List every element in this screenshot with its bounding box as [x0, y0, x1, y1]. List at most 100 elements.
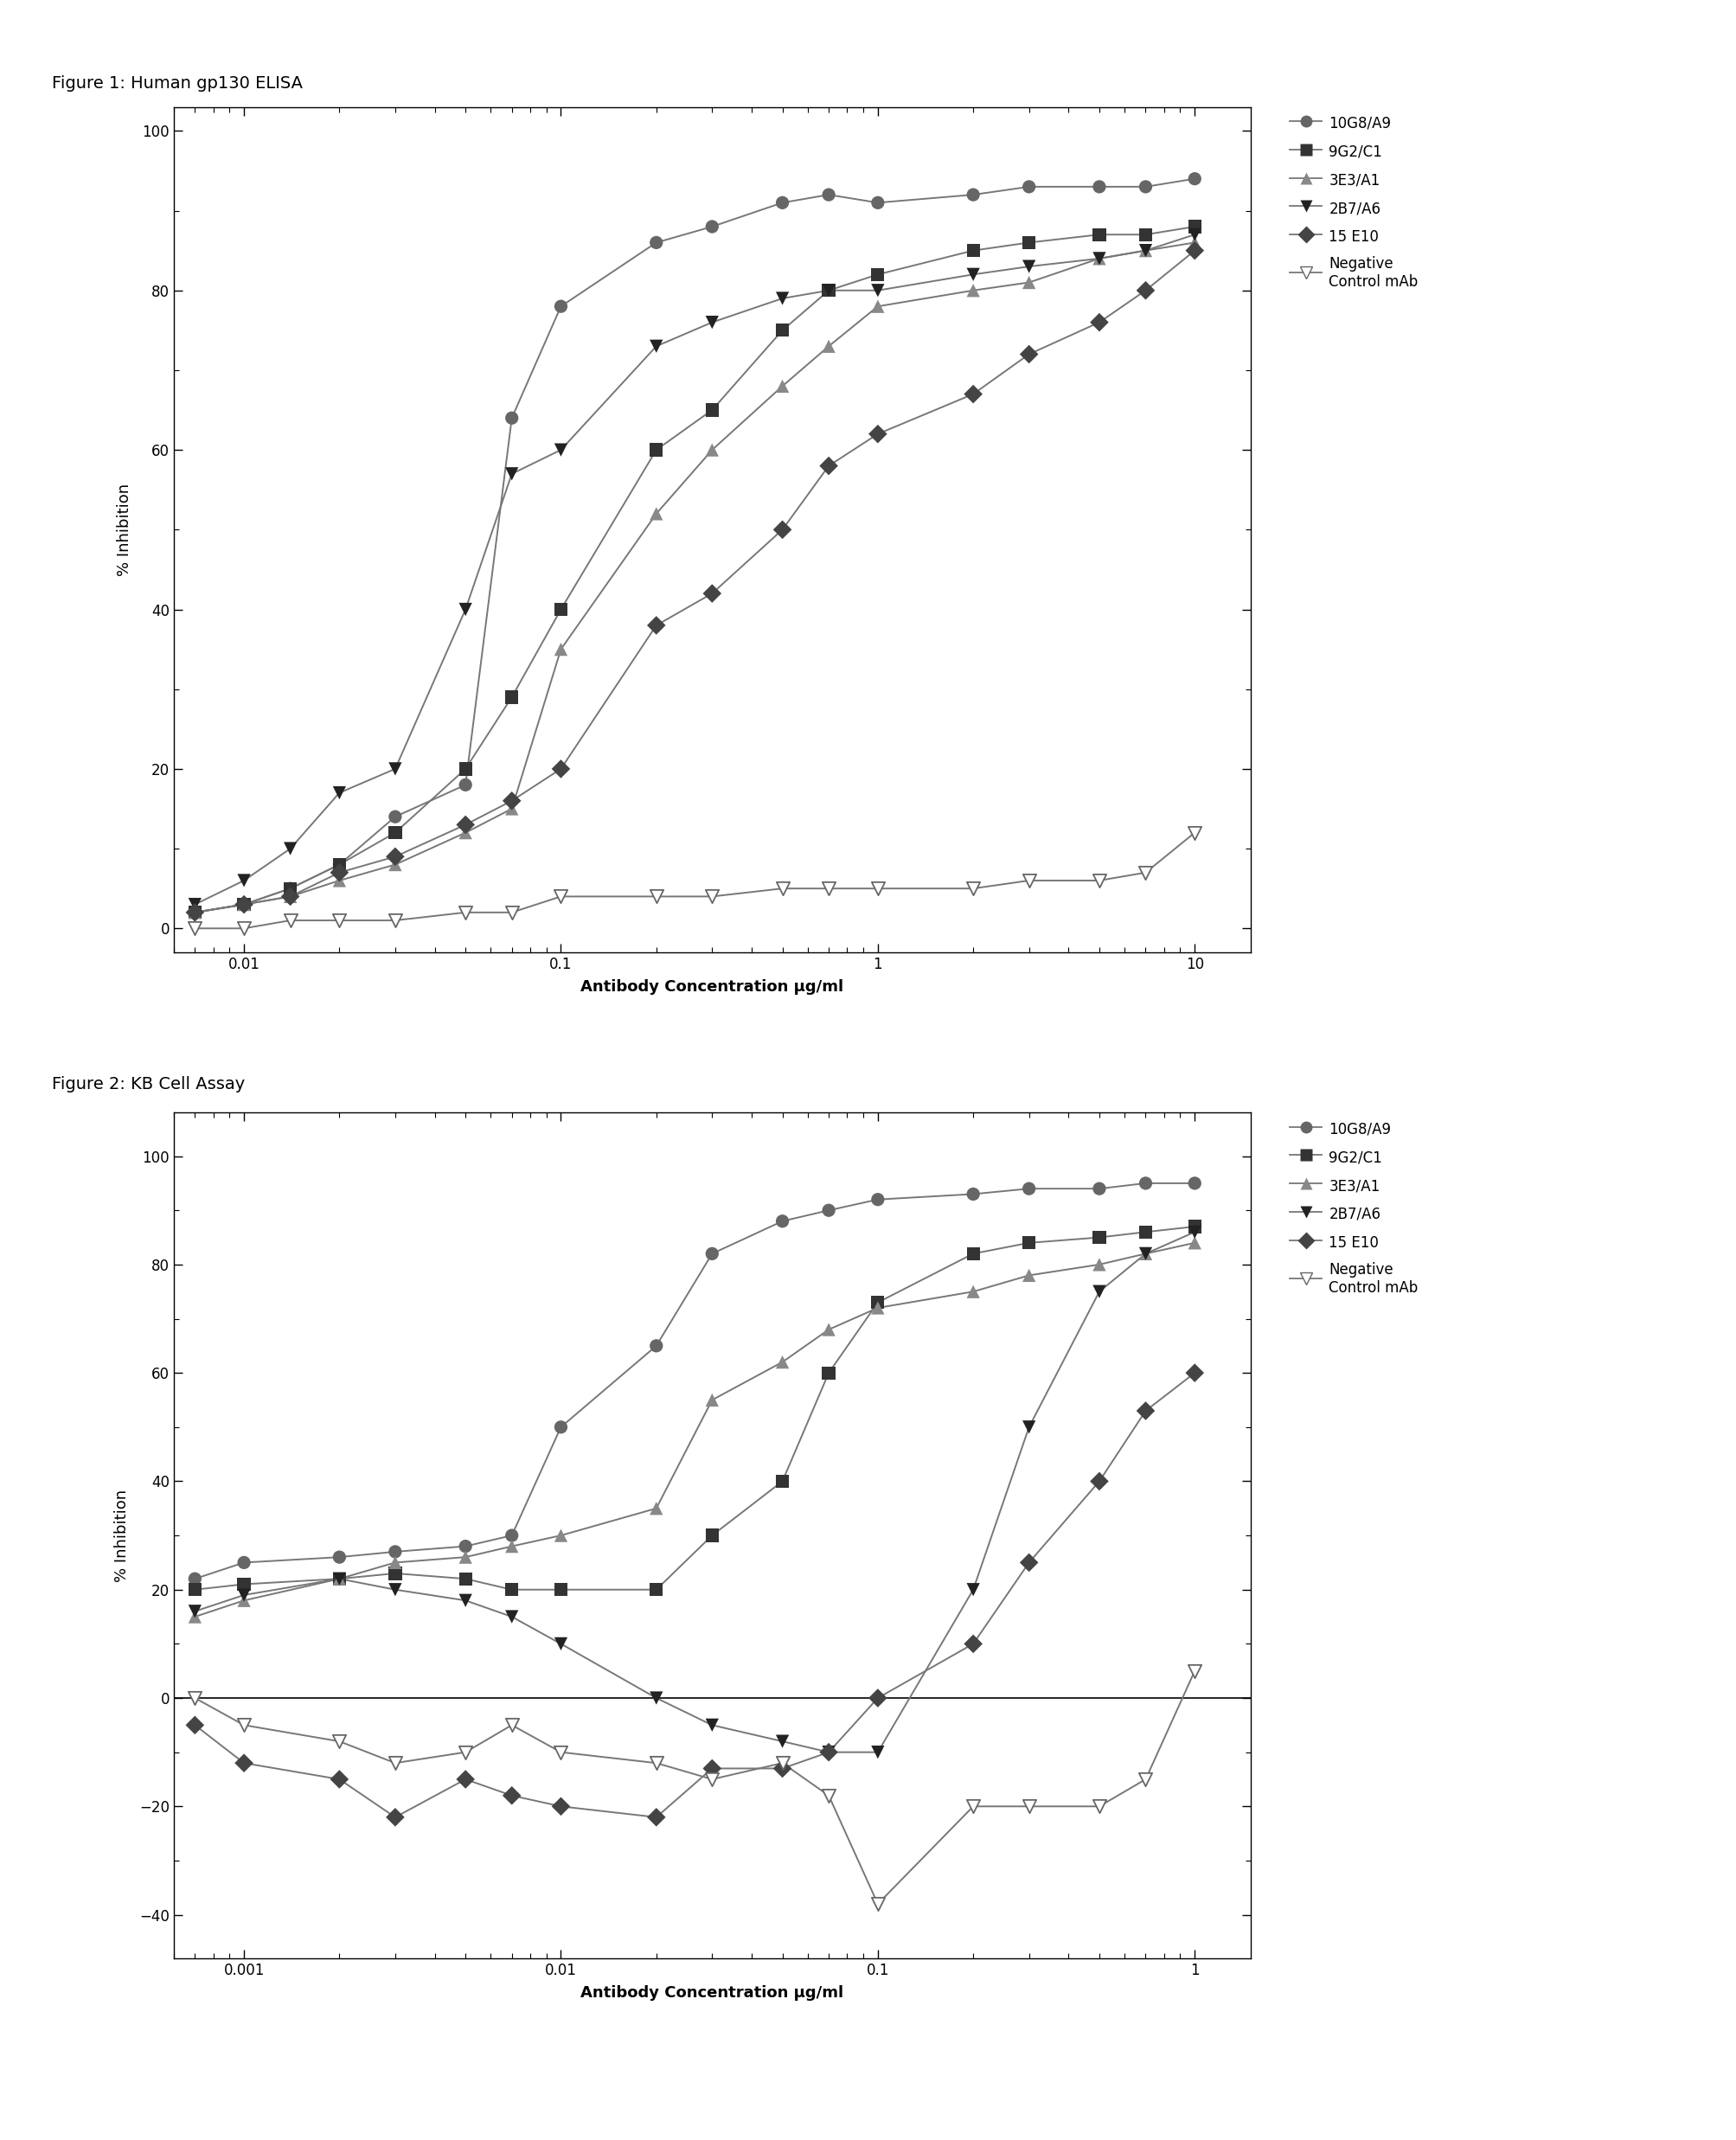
Point	[1180, 815, 1208, 850]
Point	[814, 178, 842, 212]
Point	[382, 839, 410, 873]
Point	[181, 1708, 208, 1742]
Point	[382, 847, 410, 882]
Point	[1085, 169, 1113, 203]
Point	[1132, 1237, 1160, 1271]
Point	[181, 912, 208, 946]
Point	[958, 257, 986, 291]
Point	[1180, 233, 1208, 268]
Point	[1014, 862, 1042, 897]
Point	[229, 1545, 257, 1579]
Point	[1085, 242, 1113, 276]
Point	[382, 903, 410, 937]
Point	[1132, 856, 1160, 890]
Point	[1014, 1789, 1042, 1823]
Point	[814, 1778, 842, 1813]
Point	[642, 432, 670, 467]
Point	[767, 1746, 795, 1780]
Point	[382, 1746, 410, 1780]
Point	[1180, 218, 1208, 253]
Point	[382, 815, 410, 850]
Point	[547, 432, 575, 467]
Point	[642, 1746, 670, 1780]
Point	[1180, 1654, 1208, 1688]
Point	[229, 912, 257, 946]
Point	[498, 783, 526, 817]
Point	[863, 1887, 891, 1922]
Point	[698, 880, 726, 914]
Point	[642, 1492, 670, 1526]
Point	[958, 1177, 986, 1211]
Point	[229, 1566, 257, 1601]
Point	[1014, 1171, 1042, 1205]
Point	[547, 593, 575, 627]
Point	[498, 1573, 526, 1607]
Point	[642, 225, 670, 259]
Point	[698, 1761, 726, 1795]
Point	[229, 1708, 257, 1742]
Point	[767, 1751, 795, 1785]
Point	[1085, 218, 1113, 253]
Point	[863, 1286, 891, 1320]
Point	[382, 1534, 410, 1569]
Point	[498, 681, 526, 715]
Point	[1132, 274, 1160, 308]
Point	[547, 1736, 575, 1770]
Point	[1014, 250, 1042, 285]
Point	[1132, 169, 1160, 203]
X-axis label: Antibody Concentration μg/ml: Antibody Concentration μg/ml	[580, 1986, 844, 2001]
Point	[229, 1584, 257, 1618]
Point	[642, 330, 670, 364]
Point	[229, 1577, 257, 1611]
Point	[863, 871, 891, 905]
Point	[181, 888, 208, 922]
Point	[451, 593, 479, 627]
Point	[1085, 1789, 1113, 1823]
Point	[698, 432, 726, 467]
Point	[863, 186, 891, 220]
Point	[325, 903, 352, 937]
Point	[181, 895, 208, 929]
Point	[382, 751, 410, 785]
Point	[698, 1237, 726, 1271]
Point	[498, 792, 526, 826]
Point	[642, 1329, 670, 1363]
Point	[1180, 1226, 1208, 1260]
Point	[767, 1725, 795, 1759]
Point	[958, 377, 986, 411]
Point	[498, 1708, 526, 1742]
Point	[181, 1562, 208, 1596]
Point	[958, 1626, 986, 1661]
Point	[276, 871, 304, 905]
Point	[1014, 338, 1042, 372]
Point	[382, 1800, 410, 1834]
Point	[767, 186, 795, 220]
Point	[547, 880, 575, 914]
Point	[767, 368, 795, 402]
Point	[814, 1736, 842, 1770]
Point	[498, 1519, 526, 1554]
Point	[451, 768, 479, 802]
Point	[1132, 218, 1160, 253]
Point	[1180, 225, 1208, 259]
Point	[1014, 1410, 1042, 1444]
Point	[642, 1680, 670, 1714]
Point	[498, 1599, 526, 1633]
Point	[229, 888, 257, 922]
Point	[325, 1725, 352, 1759]
Point	[814, 1194, 842, 1228]
Point	[547, 1789, 575, 1823]
Point	[547, 1410, 575, 1444]
Point	[767, 280, 795, 315]
Point	[1180, 1216, 1208, 1250]
Point	[767, 511, 795, 546]
Point	[642, 496, 670, 531]
Point	[1085, 242, 1113, 276]
Point	[451, 751, 479, 785]
Point	[863, 1680, 891, 1714]
Point	[181, 1594, 208, 1629]
Point	[1085, 1248, 1113, 1282]
Point	[958, 178, 986, 212]
Point	[814, 1736, 842, 1770]
Point	[1014, 225, 1042, 259]
